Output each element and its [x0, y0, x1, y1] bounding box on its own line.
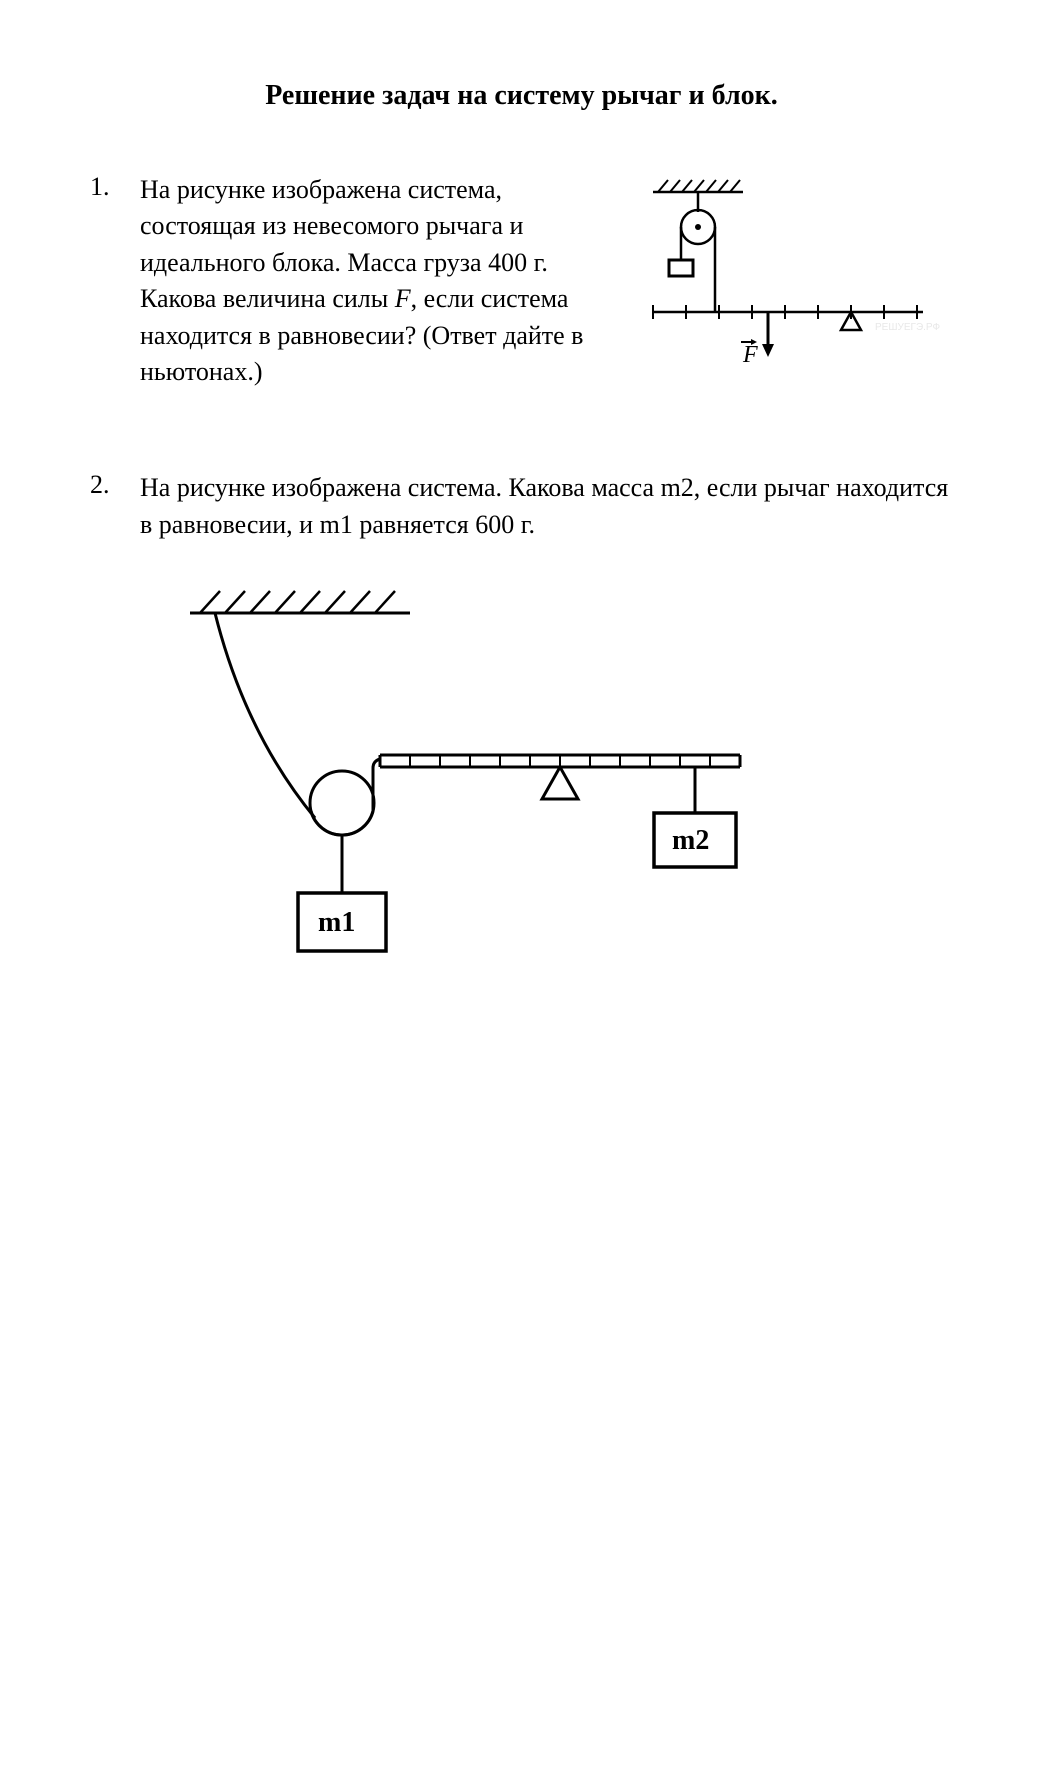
problem-text-2: На рисунке изображена система. Какова ма…: [140, 470, 953, 543]
problem-1: 1. На рисунке изображена система, состоя…: [90, 172, 953, 390]
problem-number-1: 1.: [90, 172, 120, 202]
m2-label: m2: [672, 825, 709, 856]
page-title: Решение задач на систему рычаг и блок.: [90, 80, 953, 112]
problem-text-1: На рисунке изображена система, состоящая…: [140, 172, 593, 390]
m1-label: m1: [318, 907, 355, 938]
problem-2: 2. На рисунке изображена система. Какова…: [90, 470, 953, 998]
watermark: РЕШУЕГЭ.РФ: [875, 322, 940, 333]
problem-number-2: 2.: [90, 470, 120, 500]
diagram-1: F РЕШУЕГЭ.РФ: [613, 172, 953, 377]
force-label: F: [742, 342, 758, 368]
diagram-2: m1 m2: [130, 573, 953, 998]
